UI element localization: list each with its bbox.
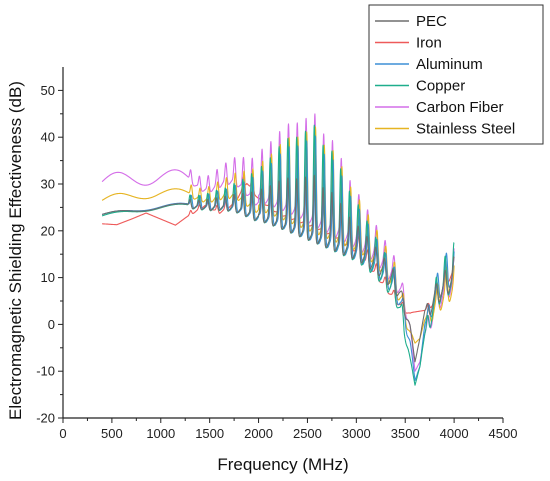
x-axis-title: Frequency (MHz) [217,455,348,474]
legend-label: Aluminum [416,56,483,73]
y-tick-label: 0 [48,317,55,332]
series-line-pec [101,174,455,363]
y-axis-title: Electromagnetic Shielding Effectiveness … [6,81,25,420]
legend-label: PEC [416,13,447,30]
x-tick-label: 4000 [440,426,469,441]
tick-labels: 0 500 1000 1500 2000 2500 3000 3500 4000 4500-20-… [36,83,517,441]
y-tick-label: -10 [36,364,55,379]
y-tick-label: 20 [41,223,55,238]
y-tick-label: 40 [41,130,55,145]
legend: PEC Iron Aluminum Copper Carbon Fiber Stainle… [368,4,544,145]
legend-box [368,4,544,145]
legend-label: Carbon Fiber [416,99,504,116]
y-tick-label: -20 [36,411,55,426]
x-tick-label: 500 [101,426,123,441]
series-lines [101,113,455,386]
axes [58,67,504,423]
y-tick-label: 50 [41,83,55,98]
x-tick-label: 1500 [195,426,224,441]
x-tick-label: 2000 [244,426,273,441]
x-tick-label: 3000 [342,426,371,441]
legend-label: Stainless Steel [416,121,515,138]
x-tick-label: 2500 [293,426,322,441]
x-tick-label: 1000 [146,426,175,441]
x-tick-label: 3500 [391,426,420,441]
legend-label: Iron [416,35,442,52]
series-line-carbon-fiber [101,113,455,372]
series-line-copper [101,124,455,386]
x-tick-label: 4500 [489,426,518,441]
y-tick-label: 10 [41,270,55,285]
x-tick-label: 0 [59,426,66,441]
legend-label: Copper [416,78,465,95]
y-tick-label: 30 [41,177,55,192]
